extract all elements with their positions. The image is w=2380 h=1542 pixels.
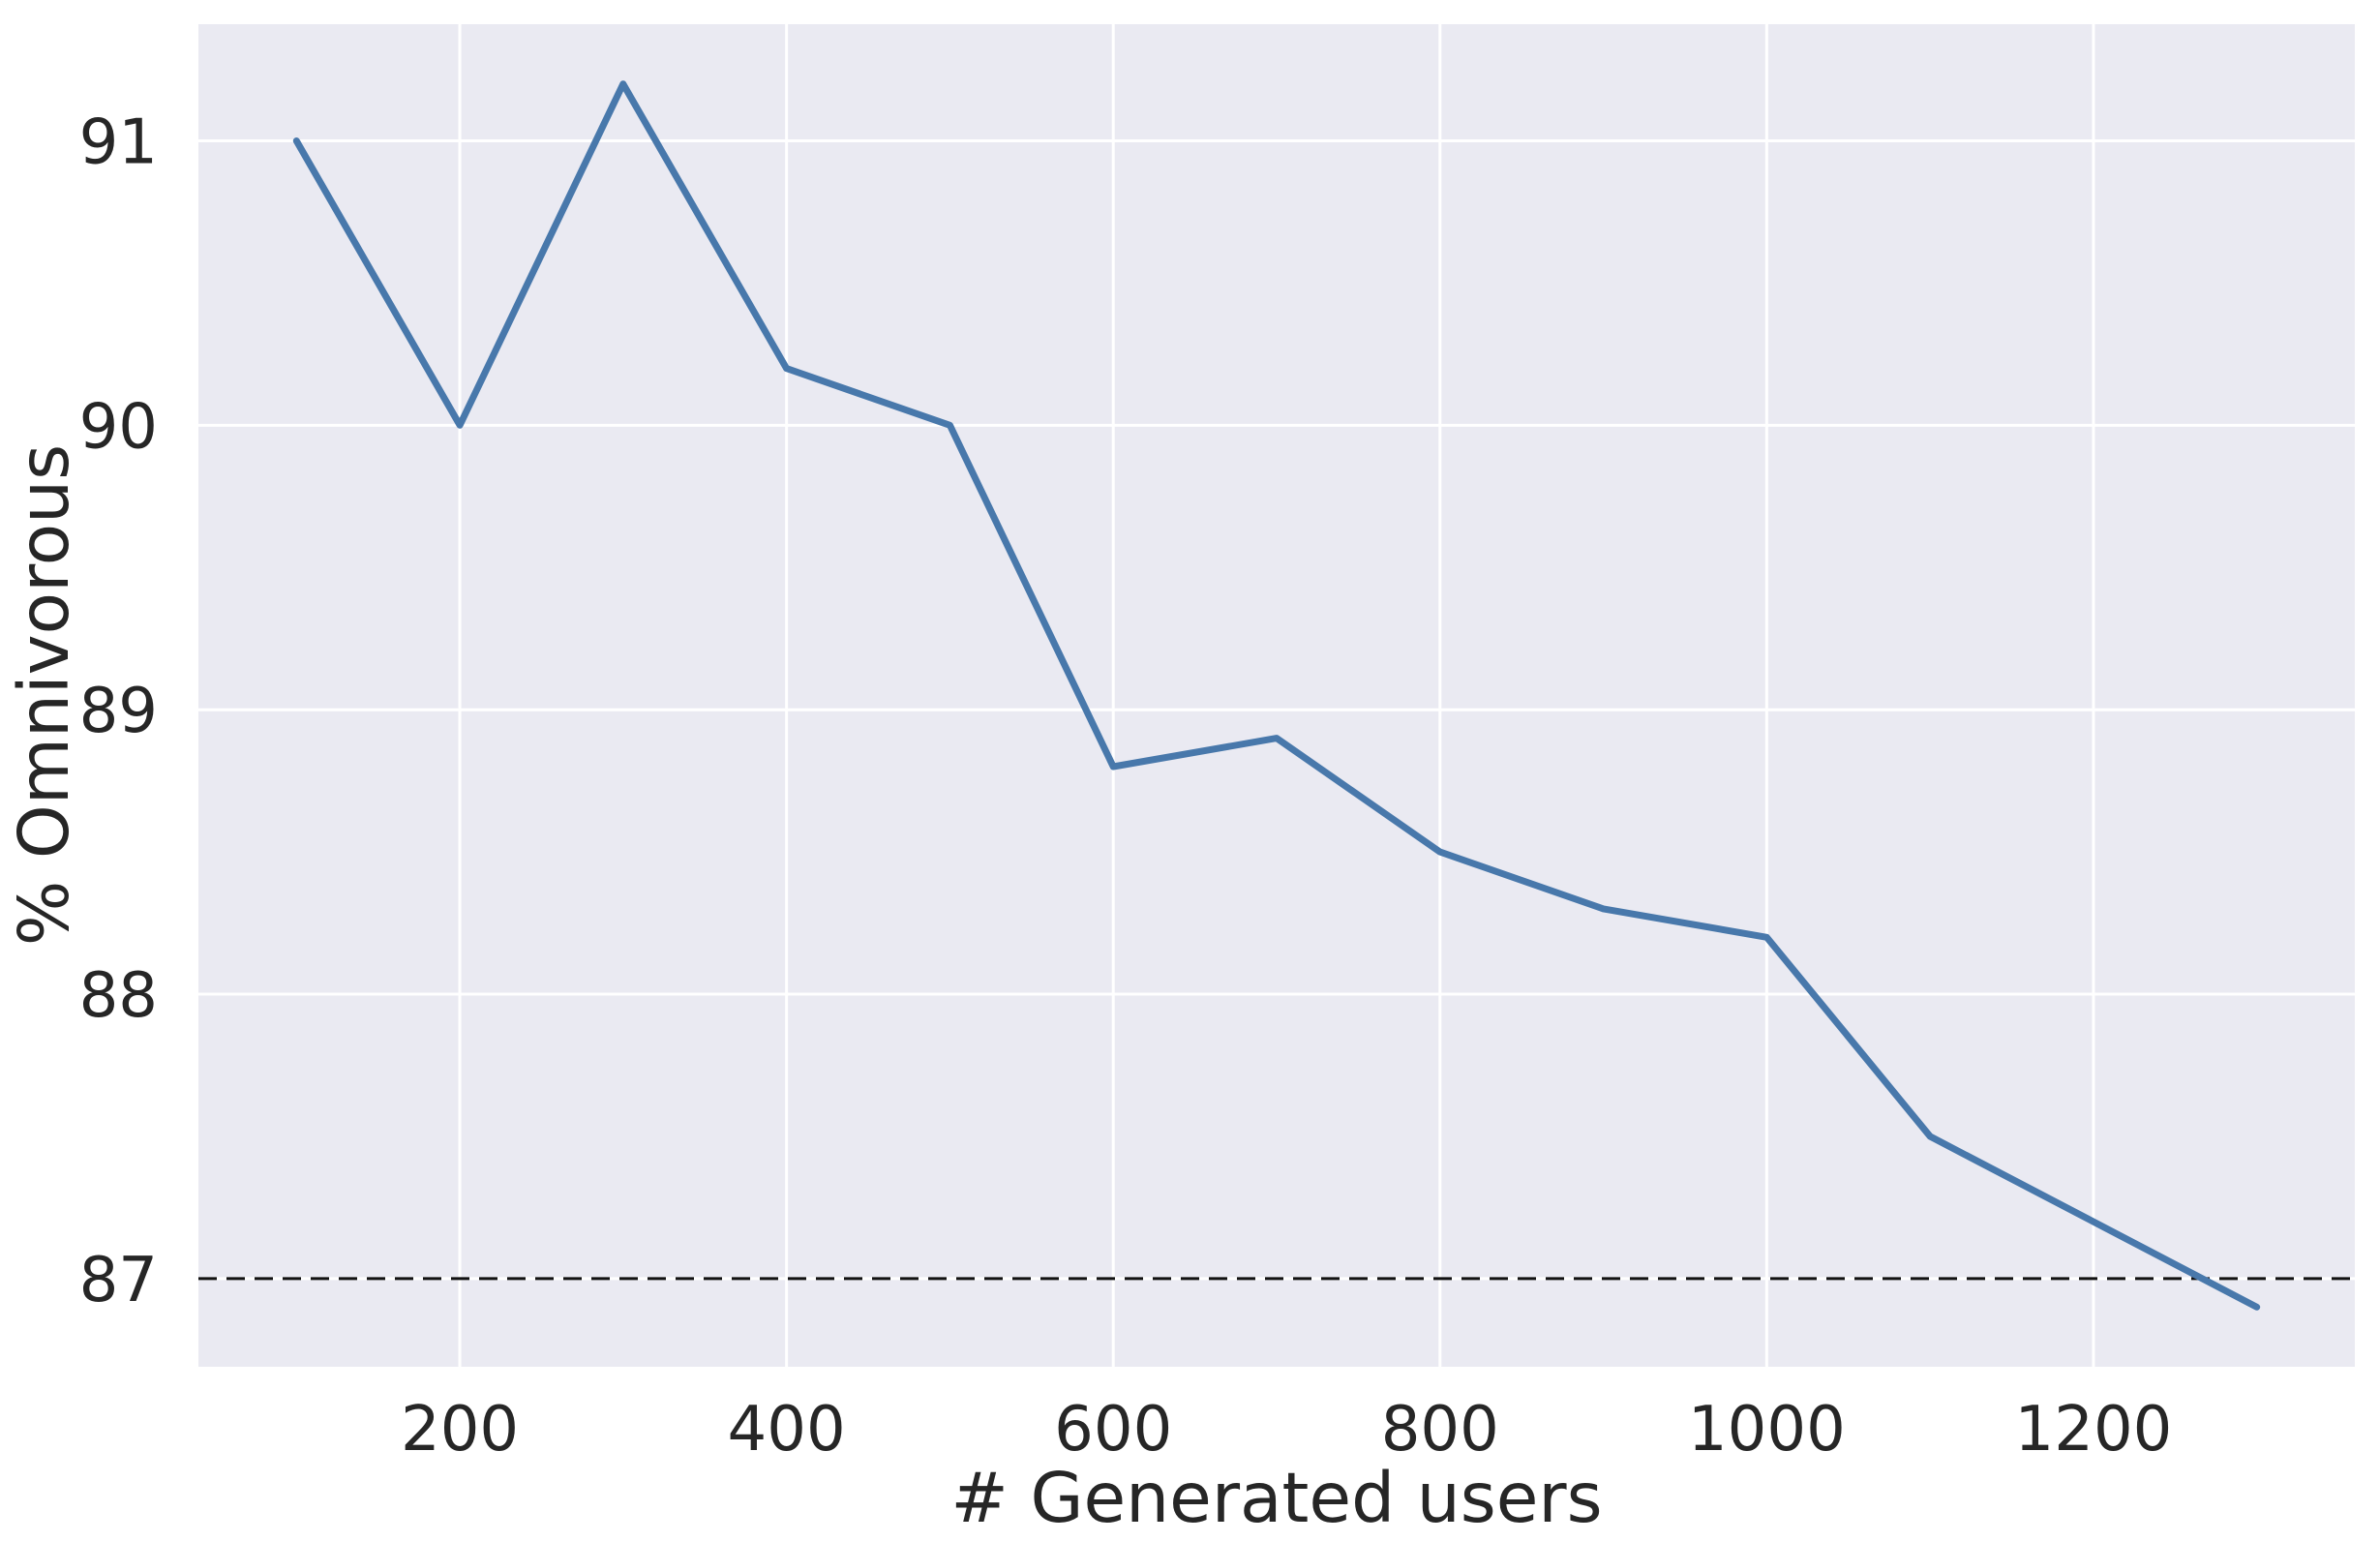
y-axis-label: % Omnivorous (4, 444, 84, 946)
x-axis-tick-labels: 200 400 600 800 1000 1200 (401, 1394, 2172, 1466)
omnivorous-data-line (292, 80, 2261, 1311)
x-tick-label-600: 600 (1054, 1394, 1172, 1466)
y-tick-label-87: 87 (79, 1245, 158, 1316)
y-tick-label-90: 90 (79, 391, 158, 463)
x-tick-label-200: 200 (401, 1394, 519, 1466)
x-tick-label-400: 400 (728, 1394, 846, 1466)
plot-area (198, 24, 2355, 1367)
x-tick-label-800: 800 (1381, 1394, 1499, 1466)
y-tick-label-91: 91 (79, 106, 158, 178)
y-tick-label-89: 89 (79, 676, 158, 747)
x-axis-label: # Generated users (950, 1458, 1602, 1538)
x-tick-label-1000: 1000 (1688, 1394, 1846, 1466)
vertical-gridlines (458, 24, 2095, 1367)
x-tick-label-1200: 1200 (2015, 1394, 2173, 1466)
y-tick-label-88: 88 (79, 960, 158, 1032)
y-axis-tick-labels: 87 88 89 90 91 (79, 106, 158, 1315)
